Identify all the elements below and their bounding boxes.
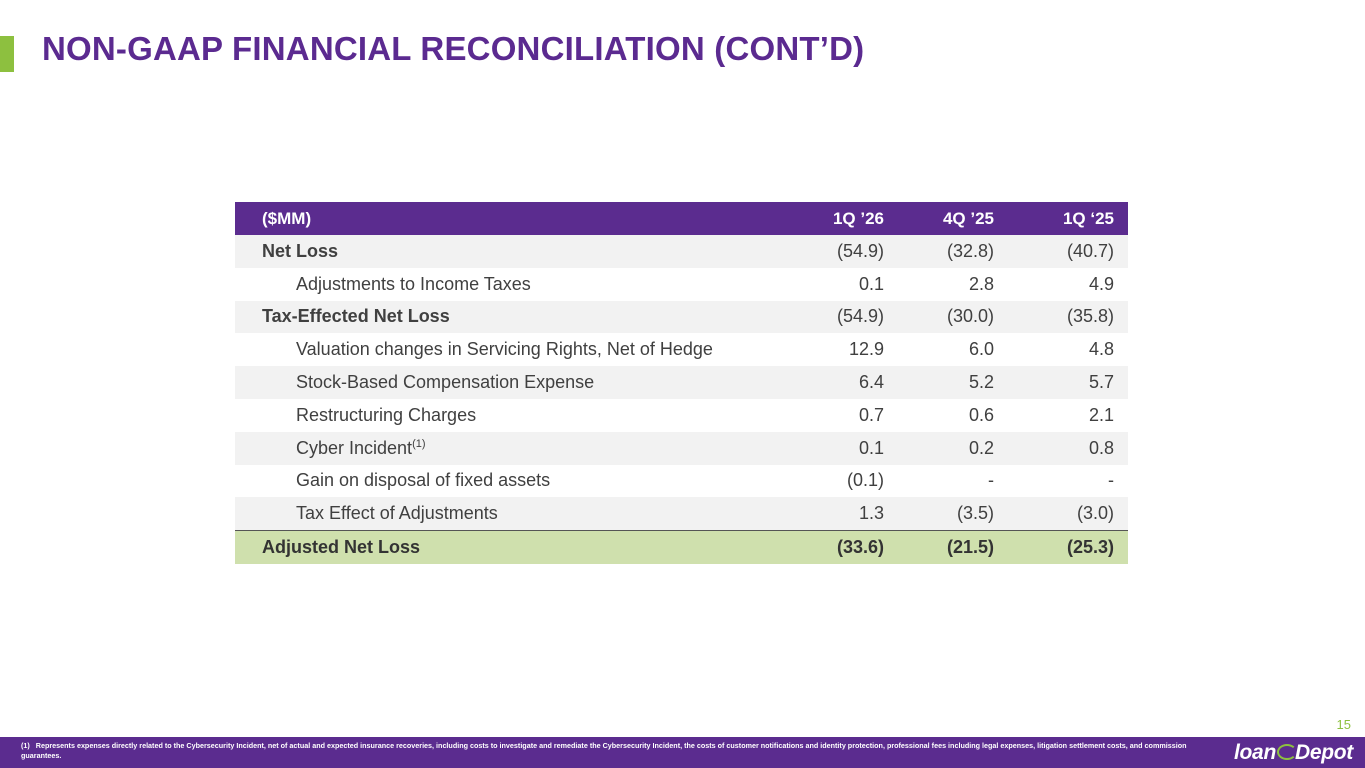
reconciliation-table: ($MM) 1Q ’26 4Q ’25 1Q ‘25 Net Loss (54.… xyxy=(235,202,1128,564)
row-label-text: Cyber Incident xyxy=(296,437,413,458)
row-value-1q26: 0.1 xyxy=(788,431,898,465)
row-value-1q25: 0.8 xyxy=(1008,431,1128,465)
table-row-valuation-changes: Valuation changes in Servicing Rights, N… xyxy=(235,333,1128,366)
row-value-1q26: 12.9 xyxy=(848,339,884,360)
row-value-1q26: (54.9) xyxy=(788,300,898,334)
row-label: Gain on disposal of fixed assets xyxy=(296,470,551,491)
header-1q26: 1Q ’26 xyxy=(788,202,898,235)
footnote-text: Represents expenses directly related to … xyxy=(21,741,1187,760)
row-label: Tax-Effected Net Loss xyxy=(235,300,788,334)
row-label: Restructuring Charges xyxy=(296,404,477,425)
title-accent-bar xyxy=(0,36,14,72)
page-title: NON-GAAP FINANCIAL RECONCILIATION (CONT’… xyxy=(42,30,865,67)
row-value-1q25: 4.9 xyxy=(1088,273,1114,294)
row-value-1q25: 4.8 xyxy=(1088,339,1114,360)
row-label: Adjustments to Income Taxes xyxy=(296,273,531,294)
row-value-1q26: (33.6) xyxy=(788,530,898,564)
logo-swoosh-icon xyxy=(1276,744,1297,760)
table-row-adjusted-net-loss: Adjusted Net Loss (33.6) (21.5) (25.3) xyxy=(235,530,1128,564)
loandepot-logo: loan Depot xyxy=(1234,741,1353,765)
table-row-net-loss: Net Loss (54.9) (32.8) (40.7) xyxy=(235,235,1128,268)
table-row-cyber-incident: Cyber Incident(1) 0.1 0.2 0.8 xyxy=(235,431,1128,465)
row-value-4q25: 0.2 xyxy=(898,431,1008,465)
header-units: ($MM) xyxy=(235,202,788,235)
row-value-1q26: 1.3 xyxy=(788,497,898,531)
table-row-restructuring-charges: Restructuring Charges 0.7 0.6 2.1 xyxy=(235,399,1128,432)
row-label: Tax Effect of Adjustments xyxy=(235,497,788,531)
row-value-1q25: 5.7 xyxy=(1008,366,1128,399)
table-row-stock-based-compensation: Stock-Based Compensation Expense 6.4 5.2… xyxy=(235,366,1128,399)
row-value-1q25: (35.8) xyxy=(1008,300,1128,334)
row-value-4q25: 6.0 xyxy=(968,339,994,360)
header-4q25: 4Q ’25 xyxy=(898,202,1008,235)
row-value-1q26: 0.7 xyxy=(858,404,884,425)
footnote-reference: (1) xyxy=(412,437,426,450)
row-value-4q25: (30.0) xyxy=(898,300,1008,334)
table-row-tax-effect-adjustments: Tax Effect of Adjustments 1.3 (3.5) (3.0… xyxy=(235,497,1128,531)
row-label: Cyber Incident(1) xyxy=(235,431,788,465)
footnote-marker: (1) xyxy=(21,741,30,750)
row-label: Stock-Based Compensation Expense xyxy=(235,366,788,399)
row-value-4q25: (32.8) xyxy=(898,235,1008,268)
table-row-tax-effected-net-loss: Tax-Effected Net Loss (54.9) (30.0) (35.… xyxy=(235,300,1128,334)
row-value-1q26: (0.1) xyxy=(846,470,884,491)
table-header-row: ($MM) 1Q ’26 4Q ’25 1Q ‘25 xyxy=(235,202,1128,235)
header-1q25: 1Q ‘25 xyxy=(1008,202,1128,235)
row-value-4q25: (21.5) xyxy=(898,530,1008,564)
row-value-1q25: (40.7) xyxy=(1008,235,1128,268)
row-value-1q26: 0.1 xyxy=(858,273,884,294)
table-row-gain-on-disposal: Gain on disposal of fixed assets (0.1) -… xyxy=(235,465,1128,498)
row-value-1q25: - xyxy=(1108,470,1114,491)
row-label: Net Loss xyxy=(235,235,788,268)
row-value-4q25: - xyxy=(988,470,994,491)
row-label: Adjusted Net Loss xyxy=(235,530,788,564)
logo-text-right: epot xyxy=(1309,741,1353,764)
row-value-4q25: 0.6 xyxy=(968,404,994,425)
row-value-4q25: 2.8 xyxy=(968,273,994,294)
page-number: 15 xyxy=(1336,717,1351,732)
row-value-4q25: (3.5) xyxy=(898,497,1008,531)
footnote: (1) Represents expenses directly related… xyxy=(21,741,1206,760)
footer-bar: (1) Represents expenses directly related… xyxy=(0,737,1365,768)
row-value-1q25: (25.3) xyxy=(1008,530,1128,564)
row-value-1q25: 2.1 xyxy=(1088,404,1114,425)
logo-text-left: loan xyxy=(1234,741,1276,764)
logo-d-glyph: D xyxy=(1294,741,1310,764)
row-value-1q26: 6.4 xyxy=(788,366,898,399)
table-row-adjustments-income-taxes: Adjustments to Income Taxes 0.1 2.8 4.9 xyxy=(235,268,1128,301)
row-value-4q25: 5.2 xyxy=(898,366,1008,399)
row-value-1q25: (3.0) xyxy=(1008,497,1128,531)
row-value-1q26: (54.9) xyxy=(788,235,898,268)
row-label: Valuation changes in Servicing Rights, N… xyxy=(296,339,713,360)
